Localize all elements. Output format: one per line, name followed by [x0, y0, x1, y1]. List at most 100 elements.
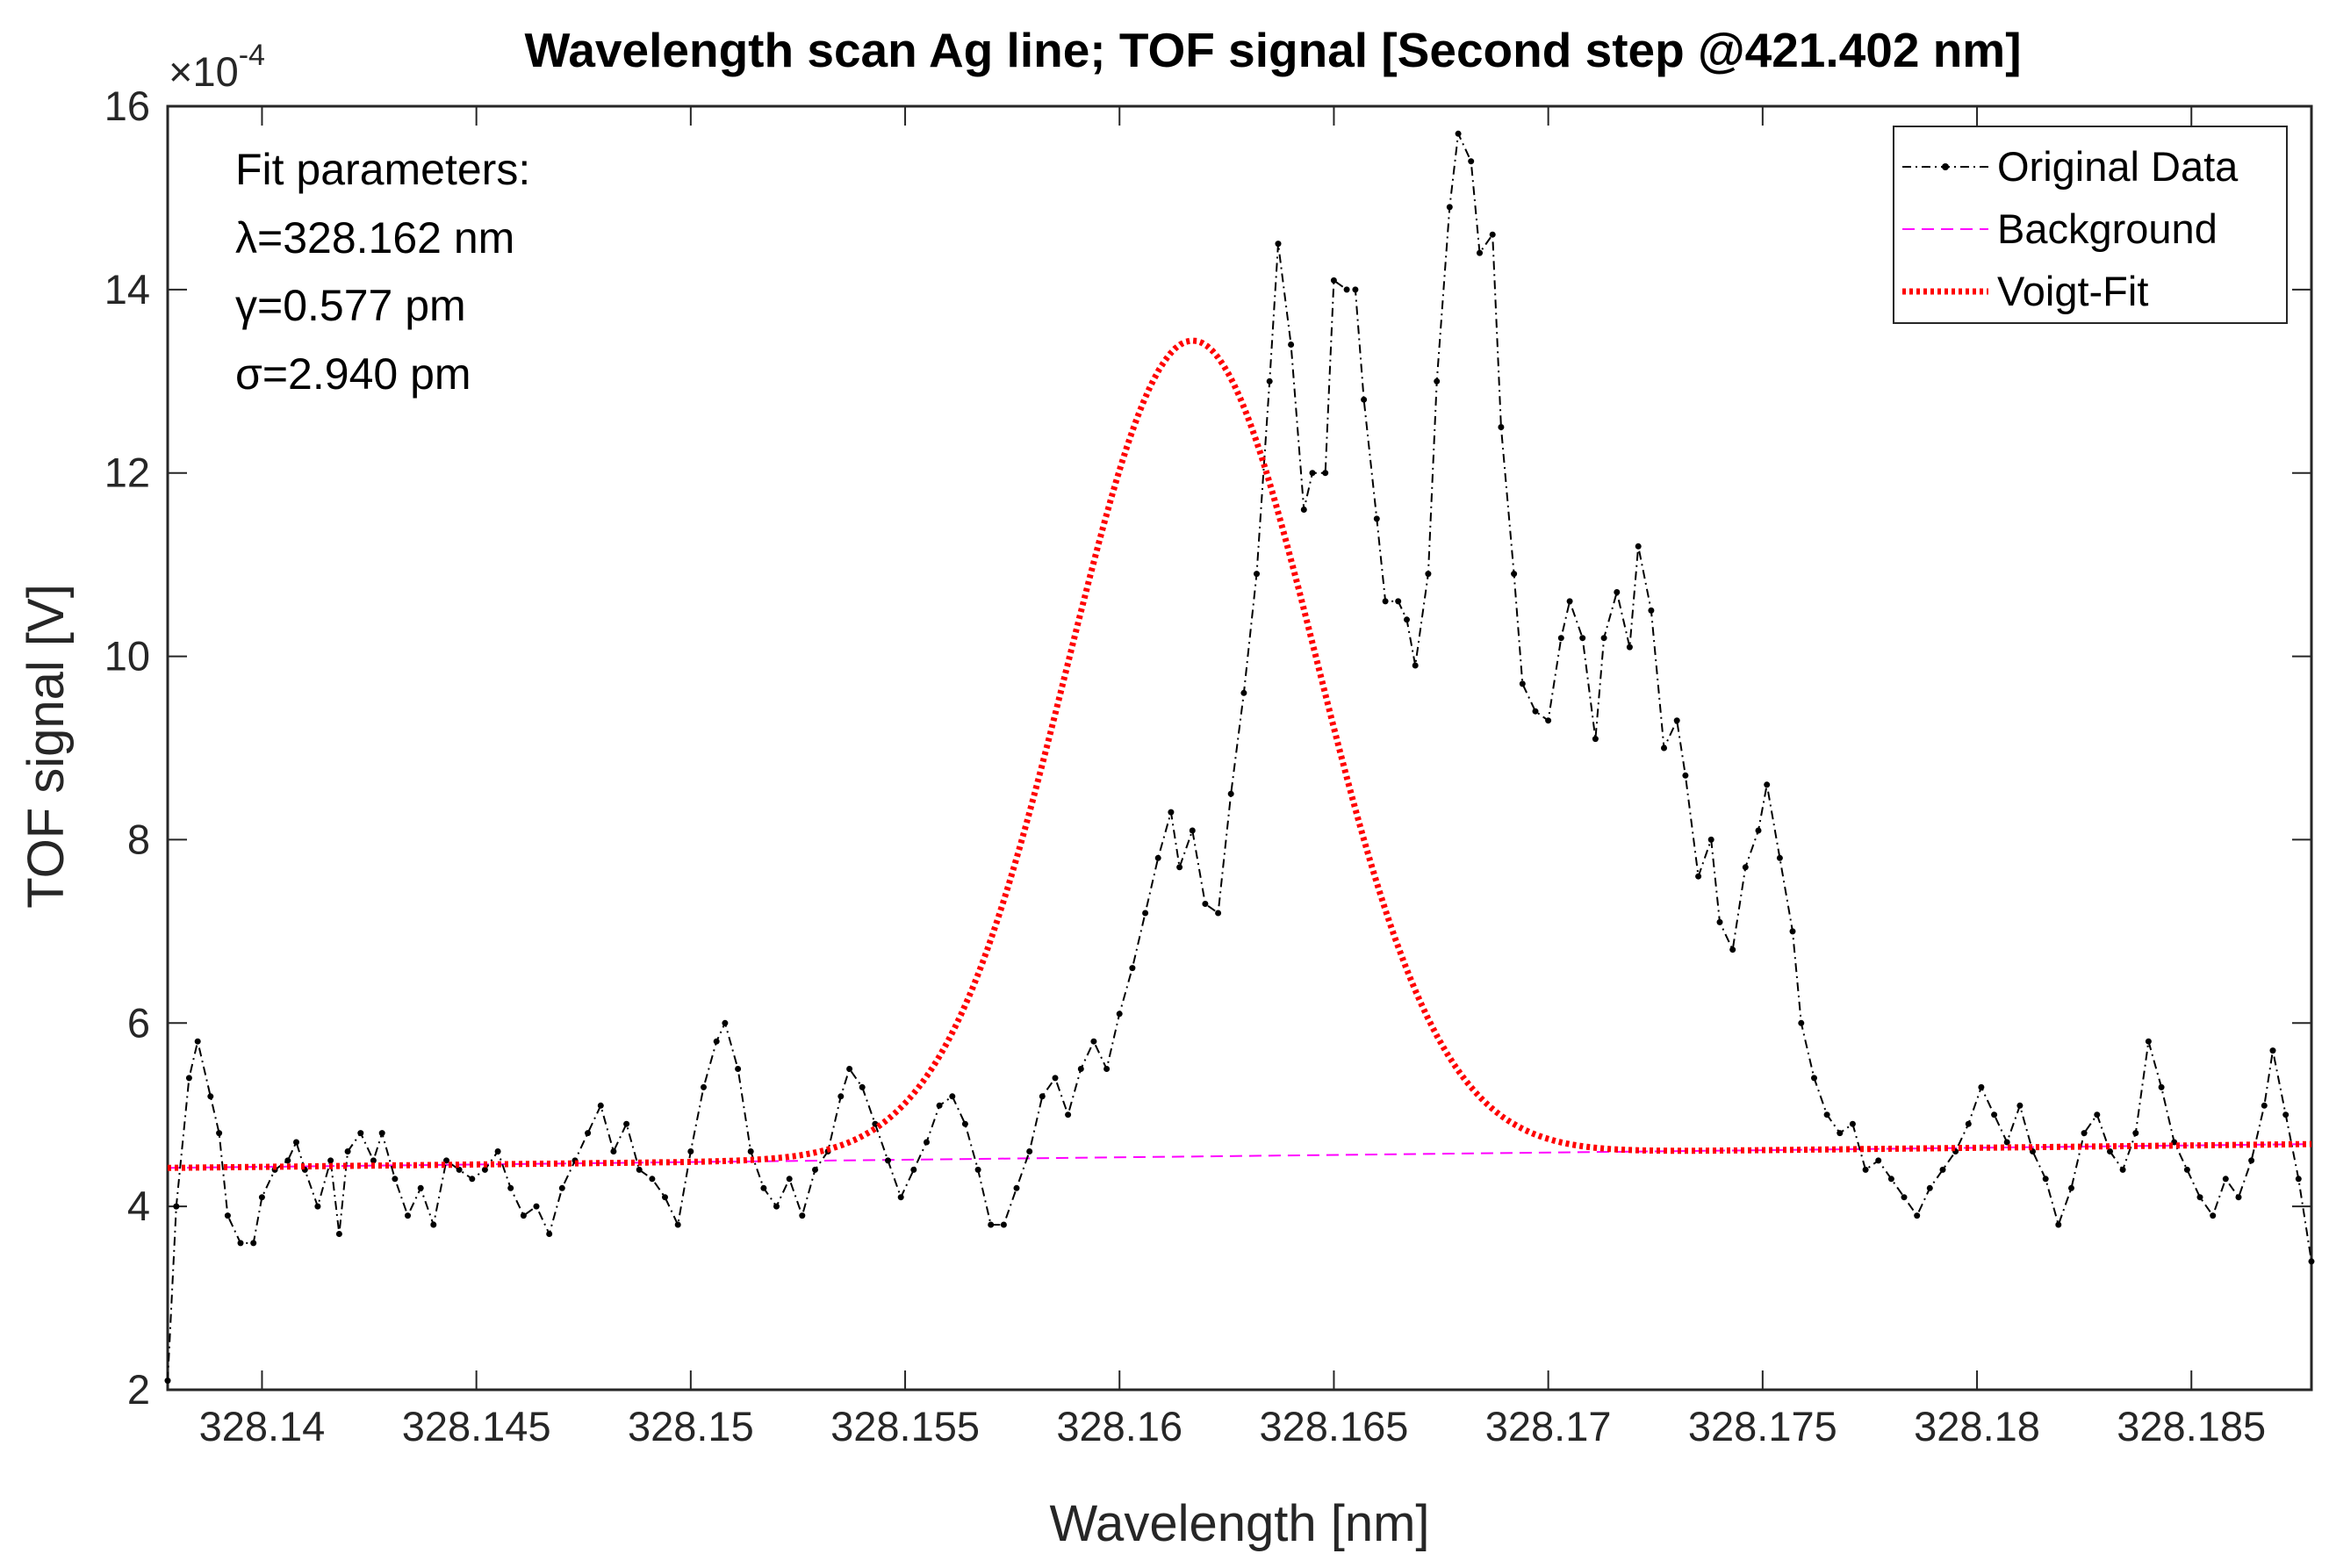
- original-data-point: [293, 1139, 299, 1146]
- original-data-point: [2235, 1194, 2242, 1201]
- original-data-point: [417, 1184, 424, 1191]
- legend-original-label: Original Data: [1997, 143, 2239, 190]
- original-data-point: [1511, 571, 1518, 578]
- original-data-point: [1373, 515, 1380, 522]
- original-data-point: [173, 1203, 180, 1210]
- original-data-point: [2055, 1221, 2062, 1228]
- legend: Original Data Background Voigt-Fit: [1893, 126, 2288, 324]
- original-data-point: [1026, 1148, 1033, 1154]
- original-data-point: [1404, 616, 1410, 623]
- y-tick-label: 4: [127, 1183, 150, 1229]
- original-data-point: [1343, 286, 1350, 293]
- original-data-point: [1352, 286, 1359, 293]
- original-data-point: [2145, 1038, 2152, 1045]
- original-data-point: [1626, 644, 1633, 651]
- original-data-point: [2081, 1130, 2088, 1137]
- original-data-point: [344, 1148, 351, 1154]
- original-data-point: [250, 1240, 257, 1247]
- original-data-point: [585, 1130, 592, 1137]
- original-data-point: [481, 1166, 488, 1173]
- original-data-point: [988, 1221, 995, 1228]
- original-data-point: [533, 1203, 540, 1210]
- original-data-point: [1154, 854, 1161, 861]
- original-data-point: [520, 1212, 527, 1219]
- original-data-point: [1215, 910, 1222, 917]
- original-data-point: [2183, 1166, 2190, 1173]
- original-data-point: [1965, 1120, 1972, 1127]
- x-tick-label: 328.155: [830, 1403, 980, 1449]
- original-data-point: [687, 1148, 694, 1154]
- original-data-point: [910, 1166, 917, 1173]
- original-data-point: [507, 1184, 514, 1191]
- original-data-point: [378, 1130, 385, 1137]
- y-tick-label: 2: [127, 1366, 150, 1413]
- original-data-point: [1901, 1194, 1908, 1201]
- original-data-point: [1322, 470, 1329, 477]
- original-data-point: [1862, 1166, 1869, 1173]
- original-data-point: [430, 1221, 437, 1228]
- original-data-point: [1065, 1111, 1072, 1118]
- original-data-point: [1798, 1019, 1805, 1026]
- original-data-point: [1142, 910, 1149, 917]
- original-data-point: [1914, 1212, 1921, 1219]
- original-data-point: [1176, 864, 1183, 871]
- original-data-point: [674, 1221, 681, 1228]
- chart-title: Wavelength scan Ag line; TOF signal [Sec…: [524, 23, 2021, 77]
- original-data-point: [1189, 827, 1196, 834]
- original-data-point: [2222, 1176, 2229, 1183]
- x-tick-label: 328.185: [2117, 1403, 2266, 1449]
- original-data-point: [1532, 708, 1539, 715]
- x-tick-label: 328.15: [628, 1403, 754, 1449]
- original-data-point: [1477, 249, 1483, 256]
- original-data-point: [1254, 571, 1260, 578]
- original-data-point: [1090, 1038, 1097, 1045]
- y-tick-label: 14: [104, 266, 150, 313]
- original-data-point: [1013, 1184, 1020, 1191]
- original-data-point: [1309, 470, 1316, 477]
- original-data-point: [1000, 1221, 1007, 1228]
- original-data-point: [2119, 1166, 2126, 1173]
- original-data-point: [2196, 1194, 2203, 1201]
- original-data-point: [1077, 1066, 1084, 1072]
- original-data-point: [1545, 717, 1552, 724]
- original-data-point: [2132, 1130, 2139, 1137]
- annotation-lambda: λ=328.162 nm: [235, 213, 514, 263]
- y-tick-label: 12: [104, 450, 150, 496]
- original-data-point: [2269, 1047, 2276, 1054]
- original-data-point: [1939, 1166, 1946, 1173]
- x-tick-label: 328.16: [1056, 1403, 1182, 1449]
- original-data-point: [2107, 1148, 2113, 1154]
- y-axis-ticks: 2 4 6 8 10 12 14 16: [104, 83, 2311, 1413]
- original-data-point: [1776, 854, 1783, 861]
- original-data-point: [872, 1120, 879, 1127]
- original-data-point: [859, 1083, 866, 1090]
- original-data-point: [1566, 598, 1573, 605]
- original-data-point: [885, 1157, 891, 1164]
- original-data-point: [2094, 1111, 2101, 1118]
- original-data-point: [1811, 1075, 1817, 1082]
- original-data-point: [2042, 1176, 2049, 1183]
- y-tick-label: 10: [104, 633, 150, 680]
- x-tick-label: 328.145: [402, 1403, 551, 1449]
- original-data-point: [1240, 689, 1247, 696]
- original-data-point: [2158, 1083, 2165, 1090]
- original-data-point: [1129, 965, 1136, 972]
- original-data-point: [649, 1176, 656, 1183]
- original-data-point: [456, 1166, 463, 1173]
- original-data-point: [314, 1203, 321, 1210]
- y-axis-label: TOF signal [V]: [18, 584, 75, 909]
- original-data-point: [1330, 277, 1337, 284]
- original-data-point: [1673, 717, 1680, 724]
- original-data-point: [1168, 809, 1175, 816]
- original-data-point: [2295, 1176, 2302, 1183]
- original-data-point: [1434, 378, 1441, 385]
- original-data-point: [1849, 1120, 1856, 1127]
- legend-original-marker: [1942, 163, 1949, 170]
- original-data-point: [662, 1194, 668, 1201]
- original-data-point: [1489, 231, 1496, 238]
- original-data-point: [961, 1120, 968, 1127]
- original-data-point: [1052, 1075, 1059, 1082]
- original-data-point: [1446, 204, 1453, 211]
- original-data-point: [2308, 1258, 2315, 1265]
- original-data-point: [1288, 342, 1295, 348]
